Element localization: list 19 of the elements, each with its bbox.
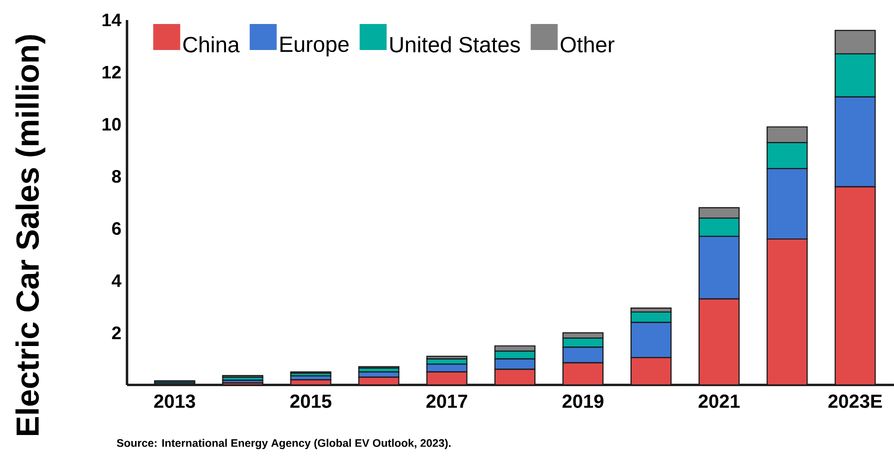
y-axis-title: Electric Car Sales (million) [15,35,46,436]
legend-label: China [183,36,240,52]
x-tick-label: 2015 [290,394,332,408]
x-tick-label: 2019 [562,394,604,408]
x-tick-label: 2013 [154,394,196,408]
x-tick-label: 2023E [828,394,882,408]
y-tick-label: 4 [112,274,122,287]
y-tick-label: 14 [102,14,122,26]
legend-label: Europe [280,36,349,56]
legend-label: Other [560,36,614,52]
y-tick-label: 12 [102,66,121,78]
source-note: Source: International Energy Agency (Global EV Outlook, 2023). [116,438,451,450]
x-tick-label: 2021 [698,394,740,408]
x-tick-label: 2017 [426,394,468,408]
y-tick-label: 8 [112,170,121,183]
y-tick-label: 6 [112,222,121,235]
y-tick-label: 2 [112,326,121,340]
legend-label: United States [390,36,520,52]
y-tick-label: 10 [102,118,121,131]
